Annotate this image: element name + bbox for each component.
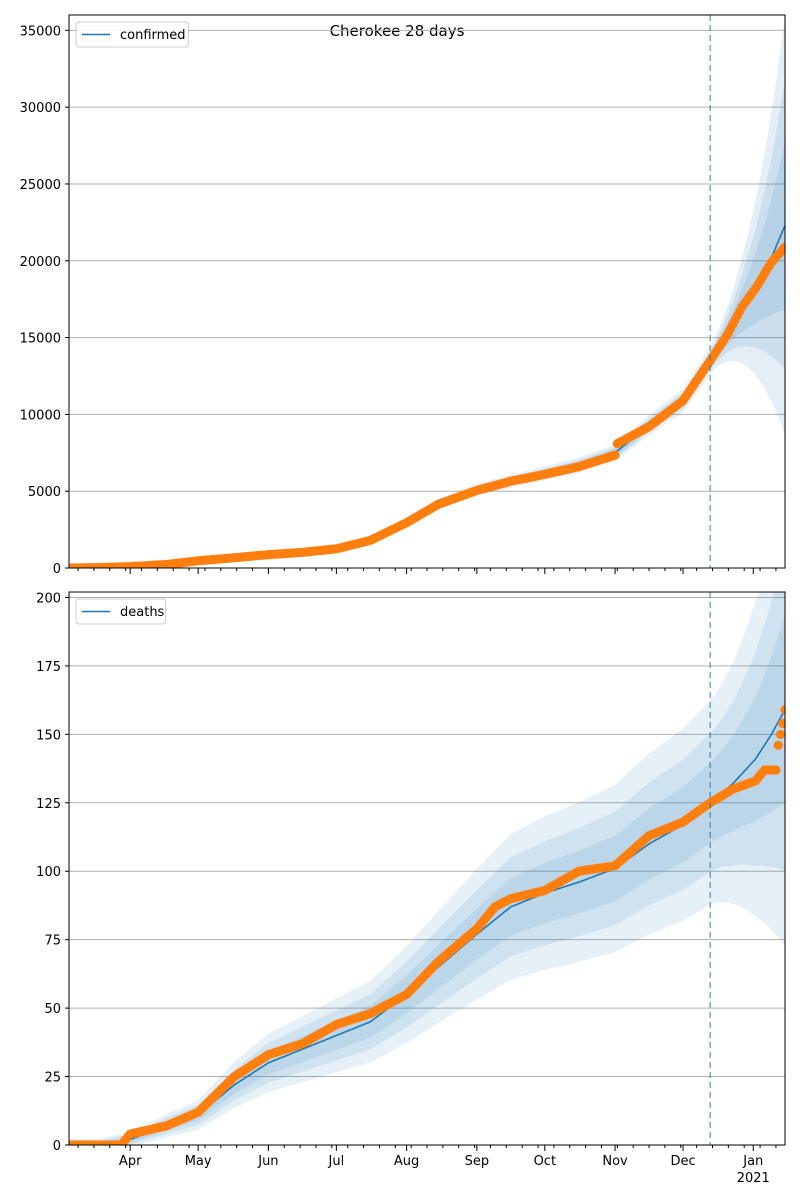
y-tick-label: 25000 <box>20 178 61 193</box>
y-tick-label: 50 <box>44 1002 61 1017</box>
uncertainty-band-1 <box>69 592 785 1145</box>
x-tick-label: Aug <box>394 1154 419 1169</box>
x-tick-label: May <box>185 1154 212 1169</box>
x-year-label: 2021 <box>737 1171 770 1186</box>
plot-area <box>69 15 785 568</box>
x-tick-label: Apr <box>119 1154 142 1169</box>
x-tick-label: Jun <box>257 1154 278 1169</box>
y-tick-label: 15000 <box>20 332 61 347</box>
uncertainty-band-2 <box>69 80 785 568</box>
legend: deaths <box>75 598 167 625</box>
x-tick-label: Oct <box>534 1154 556 1169</box>
y-tick-label: 0 <box>53 1139 61 1154</box>
observed-point <box>610 450 620 460</box>
legend: confirmed <box>75 21 189 48</box>
y-tick-label: 125 <box>36 797 61 812</box>
x-tick-label: Jan <box>742 1154 763 1169</box>
uncertainty-band-3 <box>69 141 785 568</box>
observed-point <box>775 729 785 739</box>
observed-point <box>773 740 783 750</box>
y-tick-label: 25 <box>44 1071 61 1086</box>
observed-point <box>771 765 781 775</box>
legend-label: confirmed <box>120 28 186 43</box>
y-tick-label: 75 <box>44 934 61 949</box>
y-tick-label: 200 <box>36 591 61 606</box>
plot-area <box>69 592 785 1145</box>
axes-frame <box>68 14 786 569</box>
y-tick-label: 30000 <box>20 101 61 116</box>
x-tick-label: Dec <box>670 1154 695 1169</box>
uncertainty-band-2 <box>69 592 785 1145</box>
y-tick-label: 0 <box>53 562 61 577</box>
legend-box <box>75 598 167 625</box>
legend-label: deaths <box>120 605 165 620</box>
y-tick-label: 35000 <box>20 24 61 39</box>
y-tick-label: 20000 <box>20 255 61 270</box>
observed-point <box>780 242 785 252</box>
x-tick-label: Sep <box>465 1154 490 1169</box>
deaths-panel: 0 25 50 75 100 125 150 175 200 Apr May Jun Jul Aug Sep… <box>36 591 786 1186</box>
x-tick-label: Nov <box>602 1154 628 1169</box>
x-tick-label: Jul <box>328 1154 345 1169</box>
y-tick-label: 175 <box>36 660 61 675</box>
uncertainty-band-1 <box>69 15 785 568</box>
y-tick-label: 100 <box>36 865 61 880</box>
y-tick-label: 150 <box>36 728 61 743</box>
confirmed-panel: 0 5000 10000 15000 20000 25000 30000 35000 confi… <box>20 14 786 577</box>
y-tick-label: 5000 <box>28 485 61 500</box>
y-tick-label: 10000 <box>20 408 61 423</box>
figure-title: Cherokee 28 days <box>330 22 465 40</box>
legend-box <box>75 21 189 48</box>
observed-point <box>780 705 785 715</box>
uncertainty-band-3 <box>69 615 785 1145</box>
observed-point <box>778 718 785 729</box>
